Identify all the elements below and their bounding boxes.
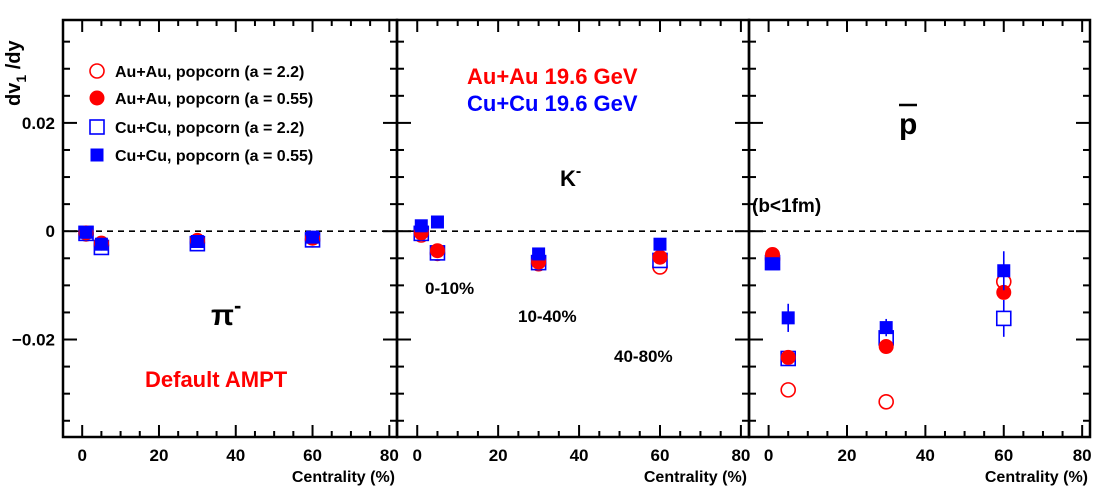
bin-label-0-10: 0-10% [425, 279, 474, 298]
data-point-cucu-a055 [653, 237, 667, 251]
legend: Au+Au, popcorn (a = 2.2) Au+Au, popcorn … [89, 63, 313, 165]
legend-marker [89, 119, 105, 135]
impact-label: (b<1fm) [752, 196, 821, 217]
x-tick-label: 0 [412, 446, 421, 465]
x-tick-label: 20 [150, 446, 169, 465]
x-tick-label: 80 [731, 446, 750, 465]
data-point-cucu-a055 [414, 219, 428, 233]
axis-ticks [63, 20, 1090, 437]
data-point-cucu-a055 [94, 237, 108, 251]
y-axis-label-tail: /dy [3, 40, 25, 75]
x-tick-label: 60 [994, 446, 1013, 465]
x-tick-label: 0 [764, 446, 773, 465]
data-point-cucu-a055 [781, 311, 795, 325]
panel-frames [61, 18, 1092, 439]
data-points [78, 215, 1012, 410]
x-tick-label: 40 [916, 446, 935, 465]
x-tick-label: 60 [303, 446, 322, 465]
data-point-auau-a055 [652, 249, 668, 265]
model-label: Default AMPT [145, 367, 288, 392]
x-tick-label: 40 [570, 446, 589, 465]
x-tick-label: 20 [838, 446, 857, 465]
legend-marker [89, 90, 105, 106]
x-tick-label: 80 [1073, 446, 1092, 465]
legend-label-auau-a22: Au+Au, popcorn (a = 2.2) [115, 64, 304, 81]
data-point-auau-a055 [996, 284, 1012, 300]
data-point-auau-a055 [878, 339, 894, 355]
y-axis-label-main: dv [3, 82, 25, 106]
particle-label-pion: π- [211, 293, 241, 332]
x-tick-label: 80 [380, 446, 399, 465]
system-label-cucu: Cu+Cu 19.6 GeV [467, 91, 638, 116]
x-axis-label: Centrality (%) [985, 469, 1088, 486]
legend-label-auau-a055: Au+Au, popcorn (a = 0.55) [115, 91, 313, 108]
x-axis-label: Centrality (%) [292, 469, 395, 486]
data-point-auau-a055 [780, 349, 796, 365]
particle-pion-sup: - [234, 293, 241, 318]
data-point-cucu-a055 [879, 321, 893, 335]
data-point-cucu-a055 [997, 264, 1011, 278]
legend-marker [90, 148, 104, 162]
particle-label-antiproton: p [899, 108, 917, 141]
particle-kaon-sup: - [576, 163, 581, 180]
data-point-cucu-a055 [766, 257, 780, 271]
y-tick-label: 0.02 [22, 114, 55, 133]
y-tick-label: 0 [46, 222, 55, 241]
data-point-cucu-a055 [306, 230, 320, 244]
x-axis-label: Centrality (%) [644, 469, 747, 486]
data-point-auau-a055 [429, 243, 445, 259]
y-axis-label-sub: 1 [13, 75, 29, 83]
bin-label-10-40: 10-40% [518, 307, 577, 326]
particle-label-kaon: K- [560, 163, 581, 191]
data-point-auau-a22 [878, 393, 894, 410]
legend-marker [89, 63, 105, 79]
data-point-auau-a22 [780, 382, 796, 398]
tick-labels: 0 20 40 60 80 Centrality (%) 0 20 40 60 80 Centrali… [12, 114, 1092, 486]
y-tick-label: −0.02 [12, 331, 55, 350]
data-point-cucu-a055 [532, 247, 546, 261]
legend-label-cucu-a22: Cu+Cu, popcorn (a = 2.2) [115, 120, 304, 137]
data-point-cucu-a055 [430, 215, 444, 229]
data-point-cucu-a055 [190, 234, 204, 248]
particle-pion-base: π [211, 299, 234, 332]
x-tick-label: 0 [77, 446, 86, 465]
bin-label-40-80: 40-80% [614, 347, 673, 366]
x-tick-label: 20 [489, 446, 508, 465]
system-label-auau: Au+Au 19.6 GeV [467, 64, 638, 89]
particle-kaon-base: K [560, 166, 576, 191]
data-point-cucu-a22 [995, 310, 1012, 327]
x-tick-label: 60 [651, 446, 670, 465]
panel-frame-2 [747, 18, 1092, 439]
y-axis-label: dv1 /dy [3, 40, 29, 106]
legend-label-cucu-a055: Cu+Cu, popcorn (a = 0.55) [115, 148, 313, 165]
x-tick-label: 40 [226, 446, 245, 465]
data-point-cucu-a055 [79, 225, 93, 239]
